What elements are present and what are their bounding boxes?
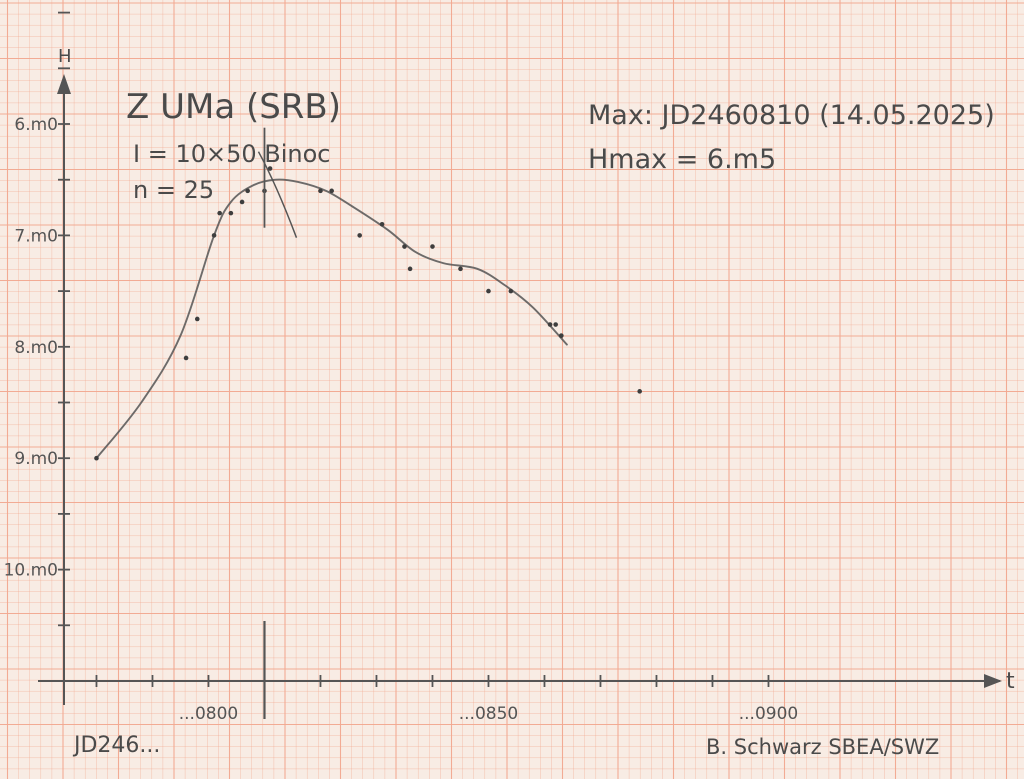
- y-tick-label: 6.m0: [14, 115, 58, 135]
- x-axis-arrow: [984, 674, 1002, 688]
- data-point: [407, 266, 413, 272]
- x-axis-label: t: [1006, 669, 1015, 694]
- data-point: [508, 288, 514, 294]
- max-date-note: Max: JD2460810 (14.05.2025): [588, 100, 995, 131]
- data-point: [217, 210, 222, 216]
- data-point: [239, 199, 245, 205]
- data-point: [402, 244, 407, 249]
- count-note: n = 25: [133, 176, 214, 204]
- data-point: [458, 266, 463, 272]
- chart-title: Z UMa (SRB): [126, 87, 341, 127]
- observation-points: [94, 166, 642, 461]
- x-tick-label: ...0800: [179, 704, 238, 724]
- hmax-note: Hmax = 6.m5: [588, 144, 776, 175]
- y-tick-label: 10.m0: [4, 561, 58, 581]
- data-point: [430, 244, 435, 249]
- x-tick-label: ...0900: [739, 704, 798, 724]
- x-ticks: ...0800 ...0850 ...0900: [95, 675, 798, 724]
- data-point: [228, 210, 234, 216]
- data-point: [329, 188, 334, 194]
- fit-curve: [95, 178, 568, 460]
- data-point: [194, 316, 200, 322]
- data-point: [183, 355, 189, 361]
- jd-prefix-label: JD246...: [72, 733, 160, 758]
- y-axis-arrow: [57, 74, 71, 94]
- x-tick-label: ...0850: [459, 704, 518, 724]
- data-point: [558, 333, 564, 338]
- data-point: [637, 389, 642, 394]
- data-point: [267, 166, 273, 171]
- max-cross-stroke: [257, 151, 298, 238]
- data-point: [379, 221, 385, 227]
- data-point: [245, 188, 250, 194]
- axes: H t: [38, 46, 1015, 705]
- y-axis-label: H: [58, 46, 72, 67]
- data-point: [486, 288, 491, 294]
- y-tick-label: 7.m0: [14, 226, 58, 246]
- fit-curve-layer: [95, 178, 568, 460]
- data-point: [357, 233, 362, 238]
- author-signature: B. Schwarz SBEA/SWZ: [706, 735, 939, 759]
- data-point: [211, 233, 217, 238]
- y-ticks: 6.m0 7.m0 8.m0 9.m0 10.m0: [4, 11, 70, 627]
- y-tick-label: 8.m0: [14, 338, 58, 358]
- data-point: [547, 322, 553, 327]
- data-point: [94, 455, 99, 461]
- maximum-marker: [257, 127, 298, 719]
- data-point: [318, 188, 323, 194]
- y-tick-label: 9.m0: [14, 449, 58, 469]
- instrument-note: I = 10×50 Binoc: [133, 140, 330, 168]
- data-point: [553, 322, 558, 327]
